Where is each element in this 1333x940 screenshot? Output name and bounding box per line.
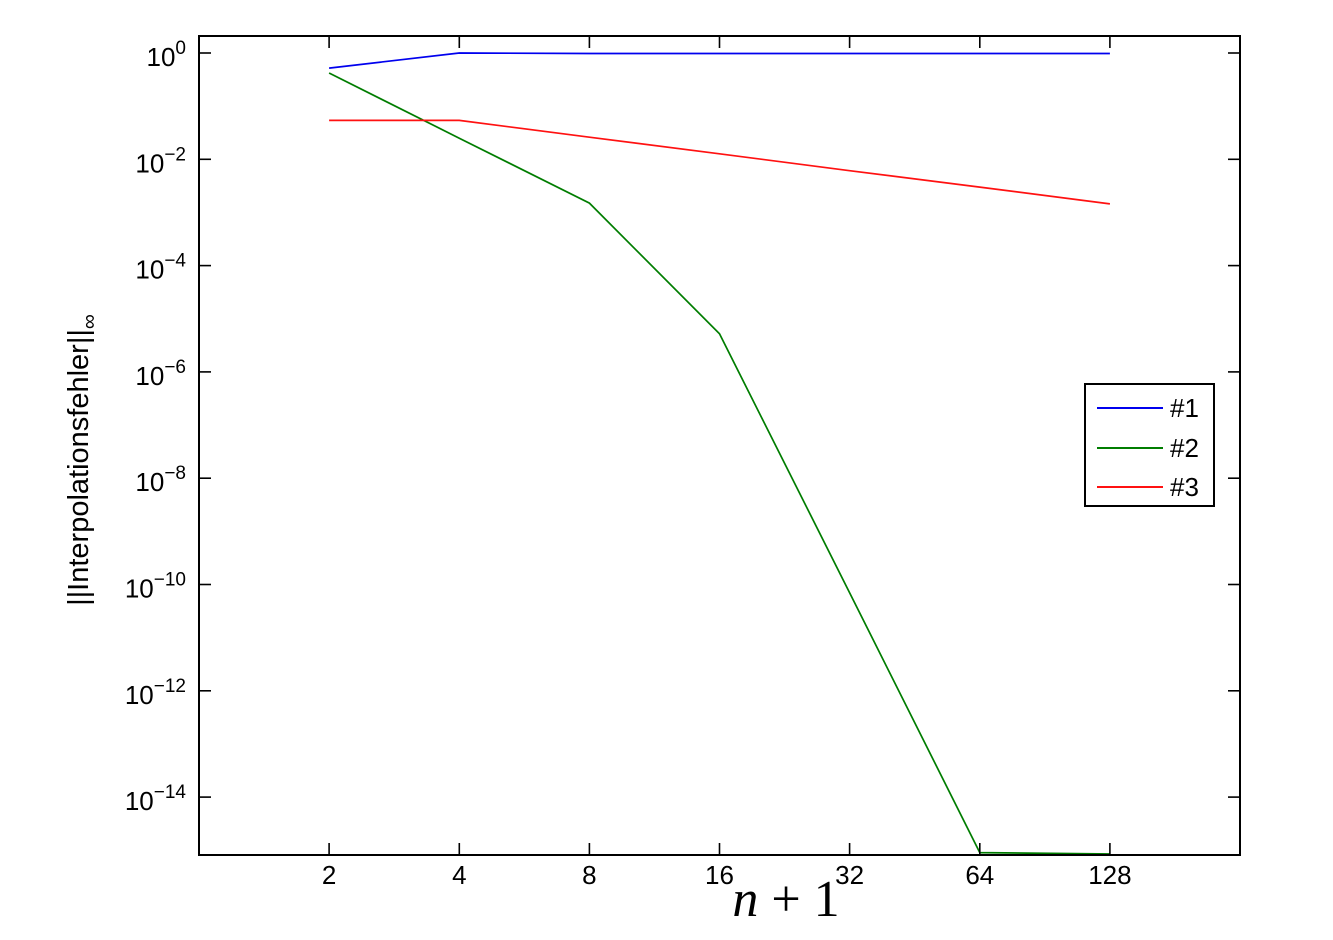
- series-line-2: [328, 72, 1110, 855]
- legend-line-sample-red: [1097, 486, 1163, 488]
- y-axis-ticks: 100 10−2 10−4 10−6 10−8 10−10 10−12 10−14: [125, 38, 1240, 816]
- y-tick-label: 10−4: [135, 251, 186, 285]
- legend-label: #2: [1170, 433, 1199, 463]
- series-line-1: [329, 52, 1110, 69]
- legend-item-2[interactable]: #2: [1097, 434, 1199, 462]
- y-tick-label: 10−8: [135, 463, 186, 497]
- x-tick-label: 2: [322, 860, 336, 890]
- y-tick-label: 10−14: [125, 782, 187, 816]
- x-tick-label: 16: [705, 860, 734, 890]
- legend-line-sample-green: [1097, 447, 1163, 449]
- x-tick-label: 8: [582, 860, 596, 890]
- x-axis-label: n + 1: [732, 871, 839, 928]
- x-axis-ticks: 2 4 8 16 32 64 128: [322, 36, 1132, 890]
- series-line-3: [329, 119, 1111, 205]
- x-tick-label: 32: [835, 860, 864, 890]
- x-tick-label: 128: [1088, 860, 1131, 890]
- legend-label: #3: [1170, 472, 1199, 502]
- y-tick-label: 10−2: [135, 144, 186, 178]
- series-lines: [328, 52, 1111, 855]
- legend-line-sample-blue: [1097, 407, 1163, 409]
- x-tick-label: 4: [452, 860, 466, 890]
- legend-item-1[interactable]: #1: [1097, 394, 1199, 422]
- legend-label: #1: [1170, 393, 1199, 423]
- y-tick-label: 10−6: [135, 357, 186, 391]
- legend-item-3[interactable]: #3: [1097, 473, 1199, 501]
- y-tick-label: 10−12: [125, 676, 186, 710]
- y-tick-label: 100: [147, 38, 187, 72]
- x-tick-label: 64: [965, 860, 994, 890]
- y-axis-label: ||Interpolationsfehler||∞: [63, 314, 101, 606]
- y-tick-label: 10−10: [125, 570, 186, 604]
- legend-box[interactable]: #1 #2 #3: [1084, 383, 1215, 507]
